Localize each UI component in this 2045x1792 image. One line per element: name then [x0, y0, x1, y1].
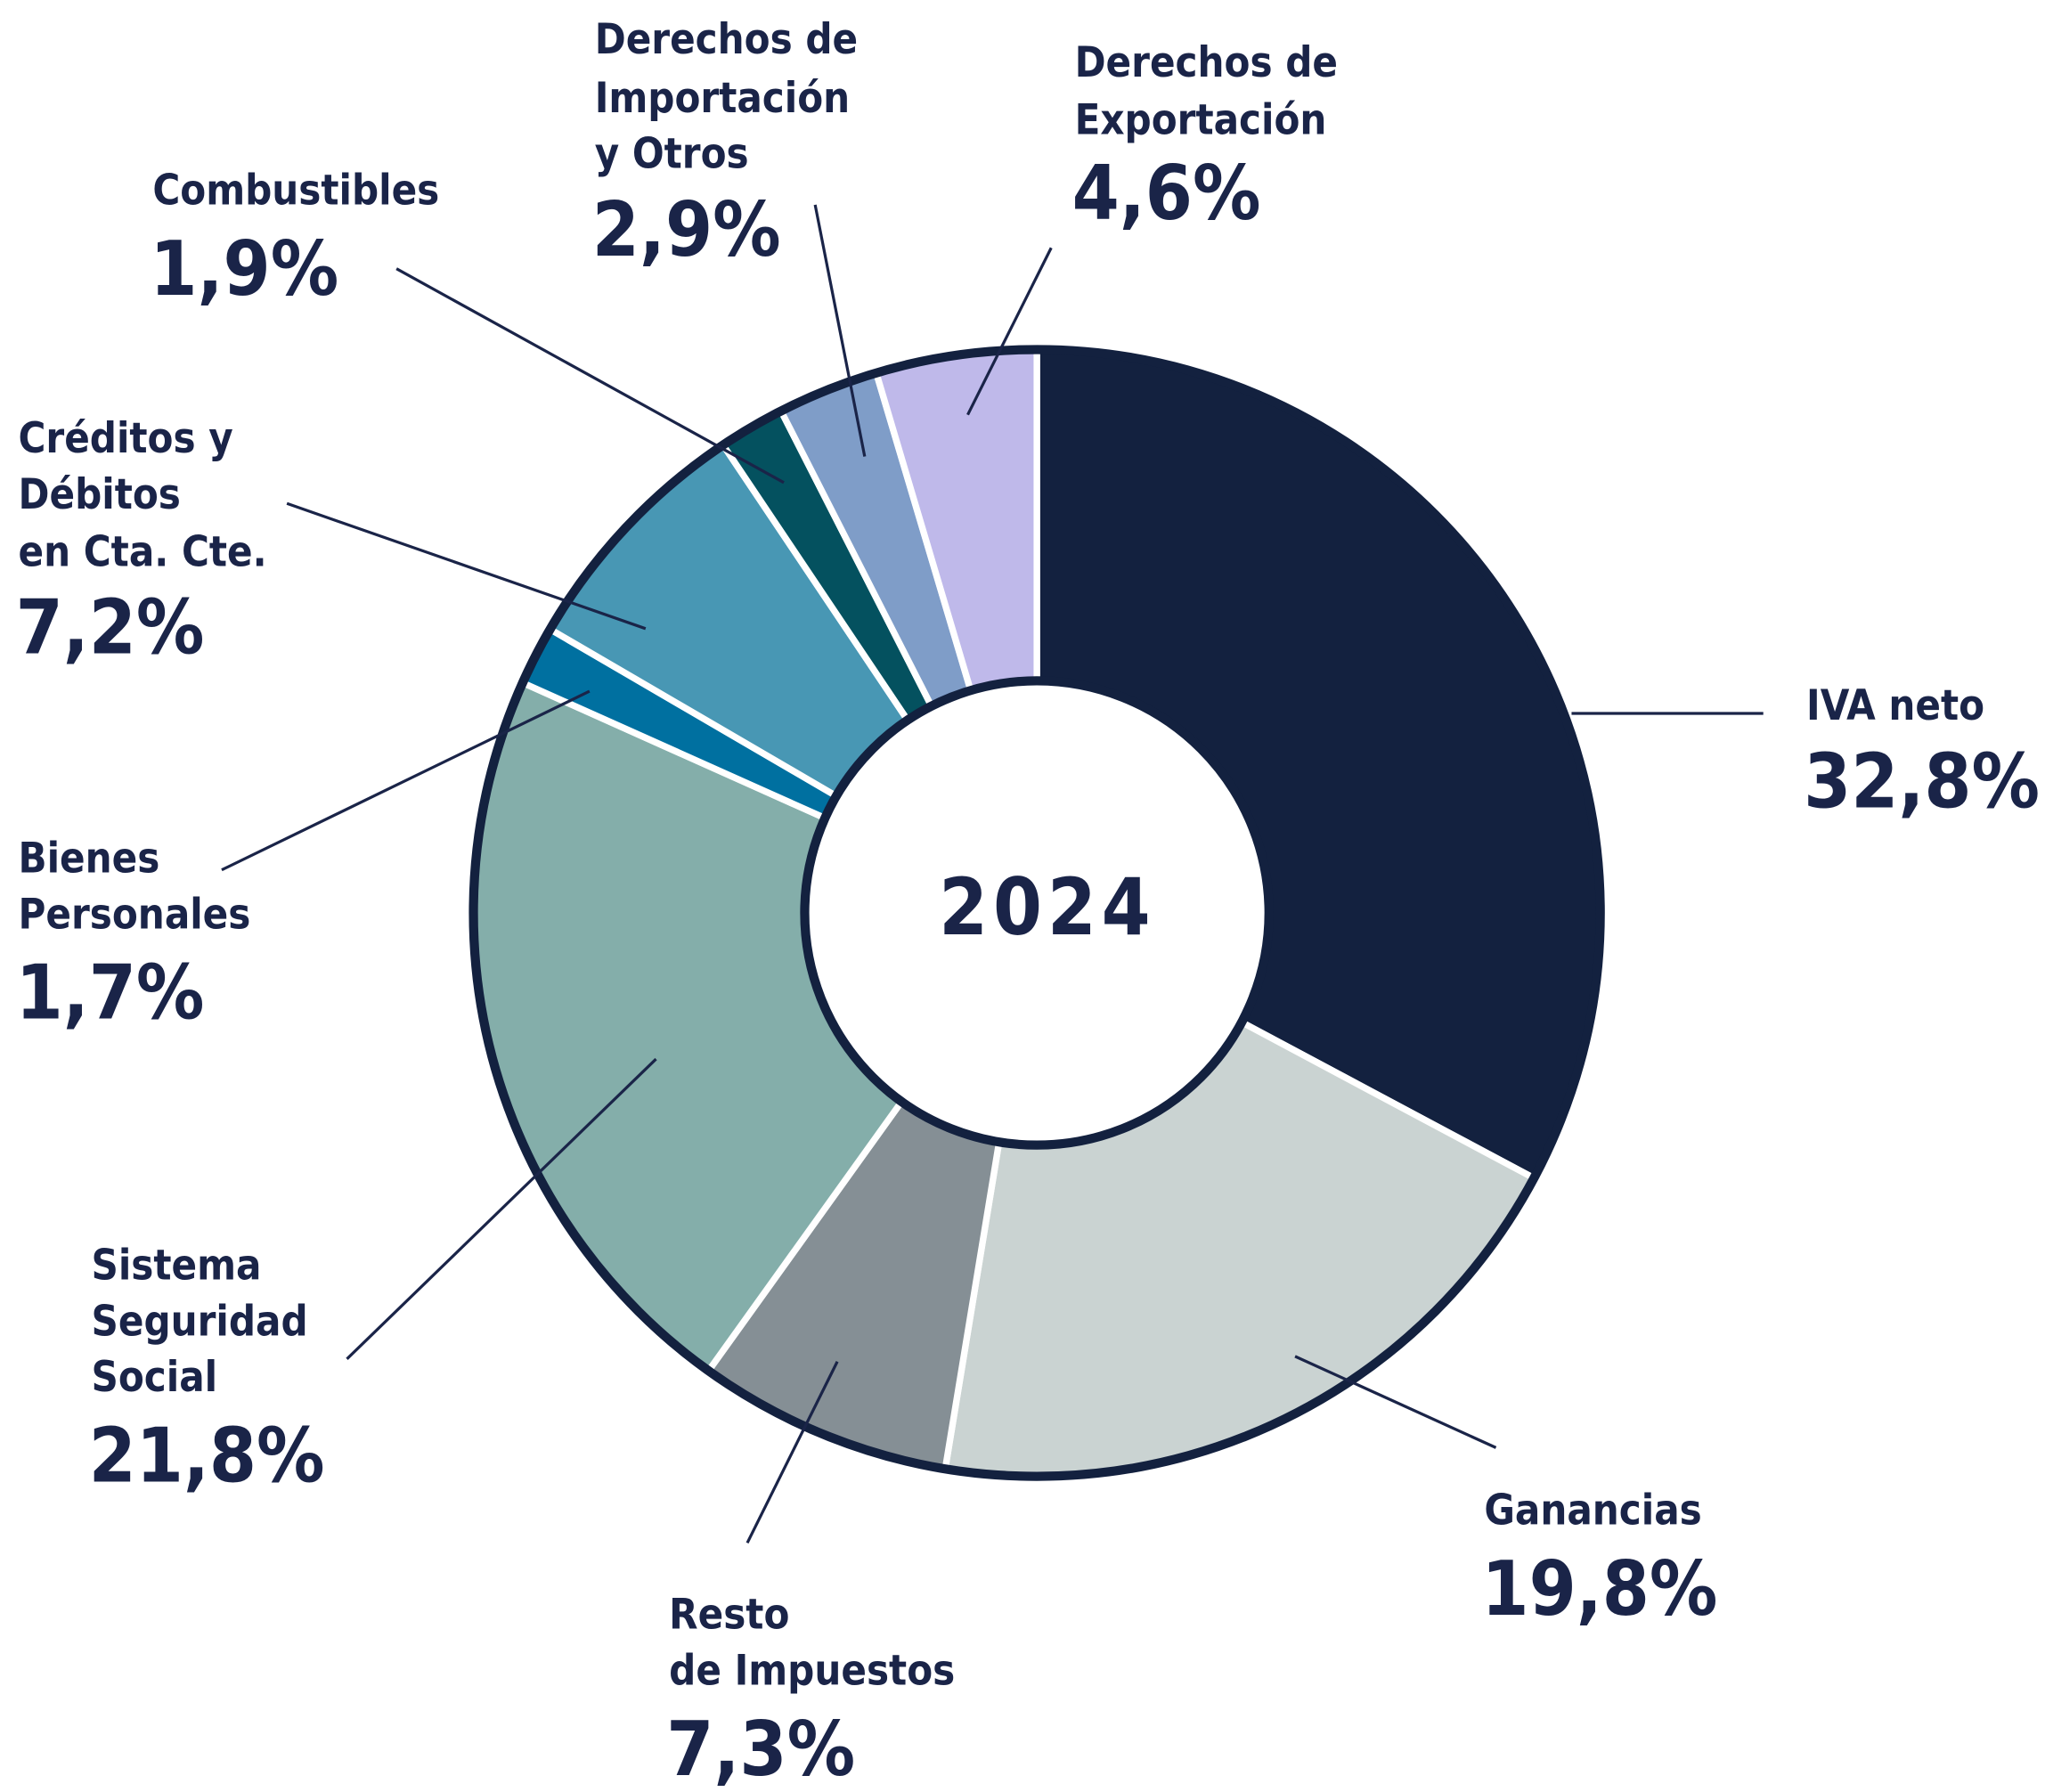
- value-label: 1,7%: [16, 949, 205, 1038]
- inner-ring: [800, 676, 1274, 1150]
- value-label: 7,2%: [16, 584, 205, 672]
- category-label: Créditos y Débitos en Cta. Cte.: [19, 414, 267, 575]
- center-label: 2024: [939, 861, 1155, 953]
- leader-line: [1294, 1355, 1497, 1449]
- category-label: Derechos de Importación y Otros: [595, 15, 858, 178]
- value-label: 2,9%: [592, 186, 781, 274]
- outer-ring: [468, 345, 1605, 1481]
- value-label: 4,6%: [1072, 150, 1261, 238]
- category-label: IVA neto: [1806, 682, 1984, 730]
- leader-line: [286, 501, 647, 631]
- category-label: Sistema Seguridad Social: [92, 1242, 308, 1402]
- value-label: 32,8%: [1804, 737, 2040, 826]
- leader-line: [745, 1361, 839, 1544]
- leader-line: [395, 267, 785, 485]
- leader-line: [221, 689, 591, 872]
- value-label: 1,9%: [150, 225, 338, 314]
- leader-line: [966, 247, 1053, 416]
- category-label: Ganancias: [1484, 1487, 1701, 1535]
- category-label: Derechos de Exportación: [1075, 39, 1338, 144]
- category-label: Resto de Impuestos: [669, 1591, 955, 1695]
- category-label: Bienes Personales: [19, 835, 251, 939]
- value-label: 21,8%: [89, 1412, 325, 1500]
- value-label: 7,3%: [666, 1706, 855, 1792]
- leader-line: [346, 1057, 657, 1360]
- value-label: 19,8%: [1481, 1545, 1717, 1633]
- leader-line: [813, 204, 867, 457]
- category-label: Combustibles: [152, 167, 439, 215]
